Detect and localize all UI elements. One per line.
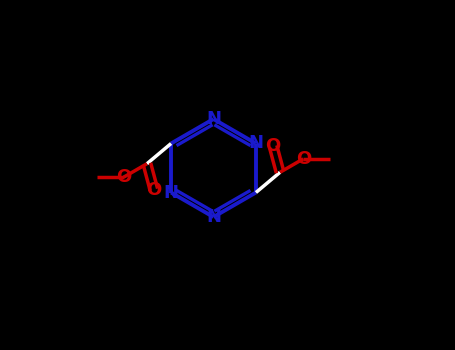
Text: O: O [146, 181, 162, 198]
Text: O: O [116, 168, 131, 186]
Text: O: O [296, 150, 311, 168]
Text: N: N [163, 183, 178, 202]
Text: N: N [206, 110, 221, 128]
Text: N: N [248, 134, 263, 153]
Text: N: N [206, 208, 221, 226]
Text: O: O [266, 138, 281, 155]
